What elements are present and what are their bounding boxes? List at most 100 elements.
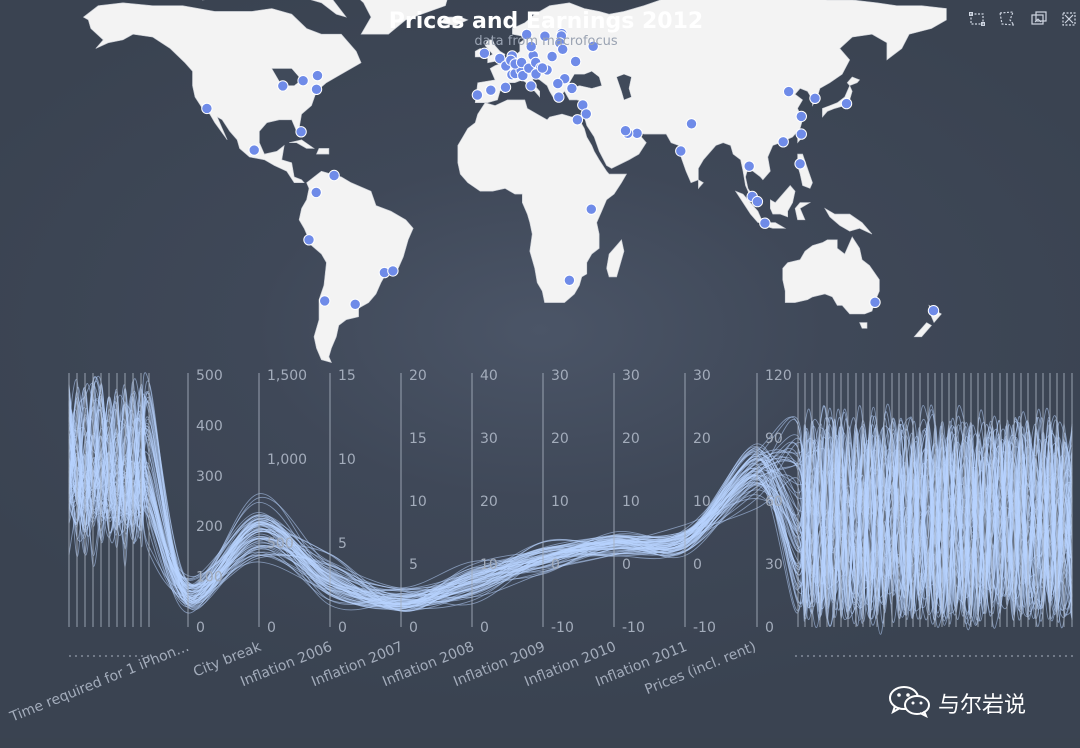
series-line[interactable] [68, 415, 1073, 616]
landmass [316, 148, 330, 155]
tick-label: 20 [693, 431, 711, 447]
rect-select-icon[interactable] [968, 10, 986, 28]
city-point[interactable] [840, 97, 853, 110]
tick-label: 0 [693, 557, 702, 573]
tick-label: 20 [409, 368, 427, 384]
city-point[interactable] [795, 128, 807, 140]
city-point[interactable] [349, 298, 361, 310]
city-points[interactable] [201, 27, 940, 317]
city-point[interactable] [277, 80, 289, 92]
landmass [824, 207, 873, 235]
city-point[interactable] [248, 144, 260, 156]
tick-label: 500 [267, 536, 294, 552]
landmass [698, 179, 704, 190]
landmass [794, 202, 812, 221]
tick-label: 0 [622, 557, 631, 573]
city-point[interactable] [499, 81, 512, 94]
city-point[interactable] [310, 186, 322, 199]
city-point[interactable] [685, 118, 698, 130]
city-point[interactable] [471, 89, 484, 101]
tick-label: 1,500 [267, 368, 307, 384]
city-point[interactable] [751, 195, 764, 208]
city-point[interactable] [759, 217, 771, 229]
city-point[interactable] [777, 136, 789, 148]
landmass [298, 170, 414, 363]
city-point[interactable] [631, 127, 643, 140]
city-point[interactable] [310, 83, 323, 96]
tick-label: 120 [765, 368, 792, 384]
tick-label: 10 [480, 557, 498, 573]
tick-label: 10 [551, 494, 569, 510]
keep-selection-icon[interactable] [1030, 10, 1048, 28]
city-point[interactable] [795, 110, 807, 123]
city-point[interactable] [311, 69, 324, 82]
city-point[interactable] [675, 145, 687, 157]
city-point[interactable] [557, 43, 569, 55]
watermark: 与尔岩说 [888, 682, 1078, 722]
axis-name-label: Time required for 1 iPhon… [7, 639, 192, 726]
parallel-axes: 50040030020010001,5001,00050001510502015… [68, 368, 1076, 657]
tick-label: 0 [196, 620, 205, 636]
city-point[interactable] [494, 52, 506, 65]
city-point[interactable] [585, 203, 597, 215]
tick-label: 0 [480, 620, 489, 636]
city-point[interactable] [546, 50, 558, 63]
city-point[interactable] [297, 75, 309, 87]
city-point[interactable] [517, 69, 529, 82]
city-point[interactable] [569, 55, 582, 68]
city-point[interactable] [566, 82, 578, 95]
city-point[interactable] [794, 158, 806, 170]
clear-selection-icon[interactable] [1060, 10, 1078, 28]
city-point[interactable] [563, 274, 576, 286]
city-point[interactable] [783, 85, 795, 98]
city-point[interactable] [587, 40, 599, 52]
tick-label: -10 [693, 620, 716, 636]
lake [616, 73, 632, 101]
tick-label: 20 [551, 431, 569, 447]
city-point[interactable] [525, 40, 537, 53]
polygon-select-icon[interactable] [998, 10, 1016, 28]
tick-label: 5 [409, 557, 418, 573]
city-point[interactable] [328, 169, 340, 182]
city-point[interactable] [201, 102, 213, 115]
city-point[interactable] [553, 91, 565, 103]
watermark-text: 与尔岩说 [938, 693, 1027, 718]
tick-label: 0 [267, 620, 276, 636]
city-point[interactable] [319, 295, 331, 307]
tick-label: 5 [338, 536, 347, 552]
city-point[interactable] [539, 30, 551, 42]
city-point[interactable] [743, 160, 755, 172]
city-point[interactable] [485, 84, 497, 96]
city-point[interactable] [303, 234, 315, 246]
city-point[interactable] [619, 125, 632, 137]
city-point[interactable] [387, 265, 399, 277]
tick-label: 1,000 [267, 452, 307, 468]
city-point[interactable] [552, 77, 564, 90]
city-point[interactable] [521, 28, 533, 41]
tick-label: 30 [622, 368, 640, 384]
city-point[interactable] [809, 92, 821, 105]
city-point[interactable] [927, 305, 940, 317]
city-point[interactable] [580, 108, 592, 120]
bottom-strip [0, 738, 1080, 748]
city-point[interactable] [478, 47, 491, 59]
landmass [457, 99, 628, 303]
city-point[interactable] [536, 62, 549, 74]
city-point[interactable] [571, 114, 584, 126]
tick-label: 100 [196, 570, 223, 586]
tick-label: 400 [196, 418, 223, 434]
landmass [360, 0, 448, 35]
landmass [439, 16, 469, 26]
landmass [782, 236, 880, 315]
city-point[interactable] [869, 296, 881, 308]
city-point[interactable] [525, 80, 537, 92]
landmass [859, 322, 868, 329]
tick-label: 10 [622, 494, 640, 510]
tick-label: 10 [338, 452, 356, 468]
city-point[interactable] [295, 126, 307, 138]
tick-label: -10 [622, 620, 645, 636]
series-line[interactable] [68, 393, 1073, 620]
parallel-lines[interactable] [68, 372, 1073, 635]
